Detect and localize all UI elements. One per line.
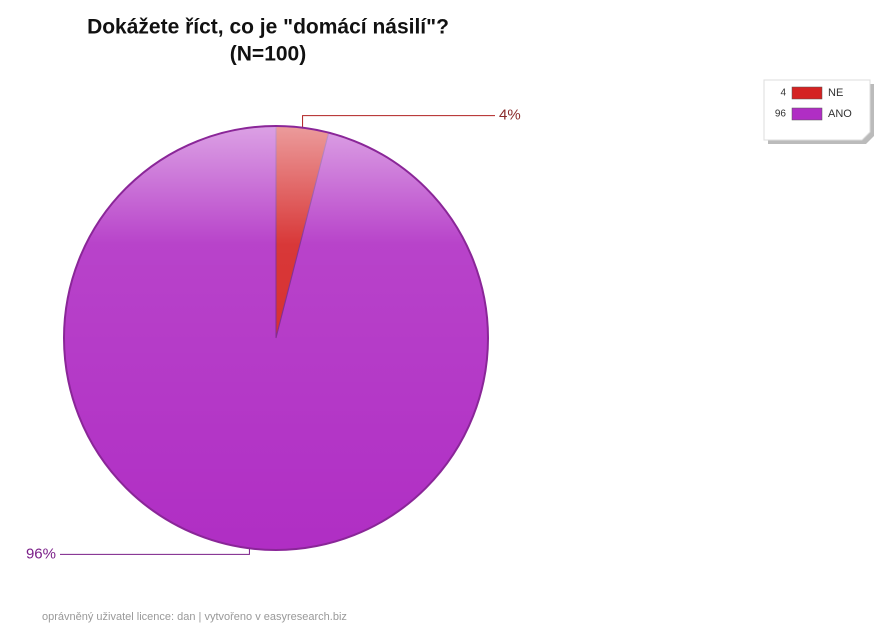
data-label: 4% — [499, 107, 521, 124]
pie-rim — [63, 125, 489, 551]
footer: oprávněný uživatel licence: dan | vytvoř… — [42, 611, 347, 623]
chart-title: Dokážete říct, co je "domácí násilí"? — [87, 16, 449, 39]
leader-line — [60, 548, 250, 555]
legend-value: 4 — [780, 88, 786, 99]
legend-swatch — [791, 86, 823, 100]
leader-line — [302, 115, 495, 128]
data-label: 96% — [26, 545, 56, 562]
legend-label: ANO — [828, 108, 852, 120]
legend-label: NE — [828, 87, 843, 99]
pie-slice — [63, 125, 489, 551]
legend-value: 96 — [775, 109, 787, 120]
chart-title: (N=100) — [230, 43, 306, 66]
legend-swatch — [791, 107, 823, 121]
